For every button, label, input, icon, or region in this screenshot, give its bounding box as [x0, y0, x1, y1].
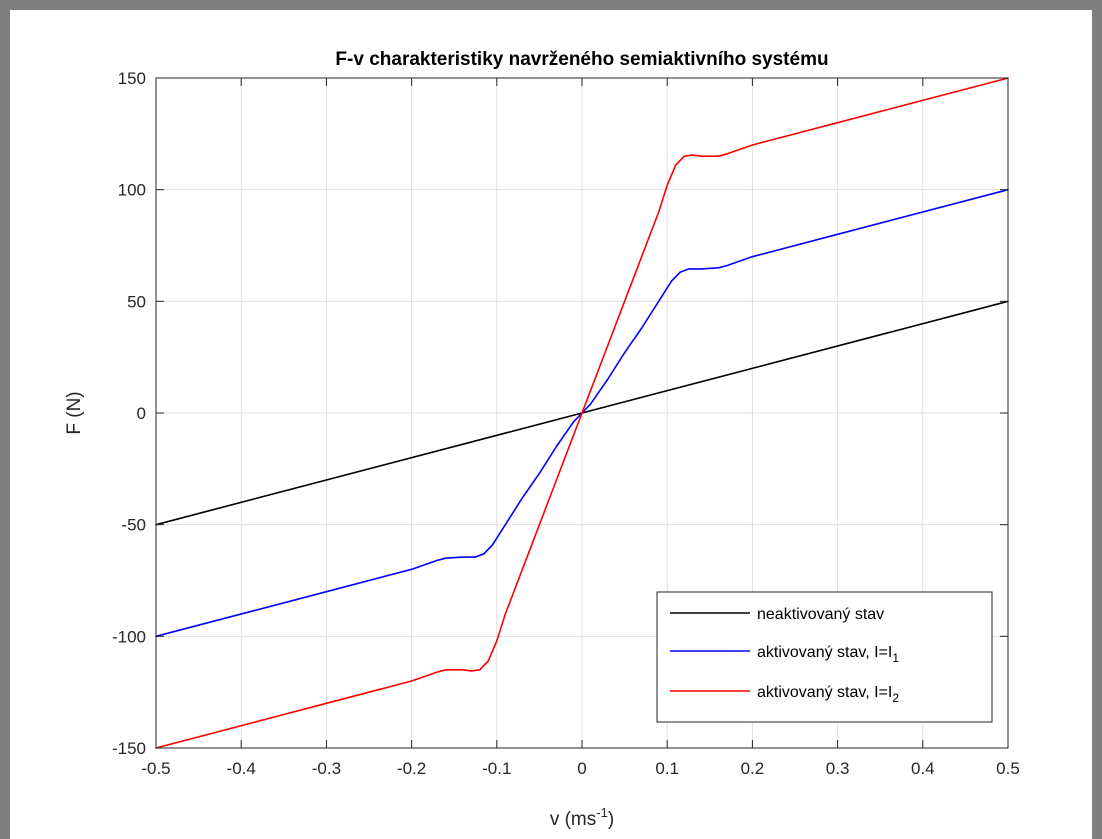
x-tick-label: -0.4 — [227, 759, 256, 778]
x-axis-label: v (ms-1) — [550, 805, 614, 830]
legend-label-neaktivovany-text: neaktivovaný stav — [757, 606, 884, 623]
legend-label-aktivovany-i2-sub: 2 — [892, 691, 899, 705]
y-axis-label: F (N) — [64, 391, 85, 434]
legend-label-aktivovany-i2-text: aktivovaný stav, I=I — [757, 684, 892, 701]
chart-title: F-v charakteristiky navrženého semiaktiv… — [335, 49, 828, 70]
x-tick-label: -0.1 — [482, 759, 511, 778]
x-tick-label: 0.2 — [741, 759, 765, 778]
x-axis-label-tail: ) — [608, 809, 614, 830]
y-tick-label: 100 — [118, 181, 146, 200]
legend-label-aktivovany-i2: aktivovaný stav, I=I2 — [757, 684, 899, 705]
fv-chart: -0.5 -0.4 -0.3 -0.2 -0.1 0 0.1 0.2 0.3 0.4 0.5-150… — [64, 49, 1020, 830]
y-tick-label: -50 — [121, 516, 146, 535]
x-tick-label: -0.2 — [397, 759, 426, 778]
x-tick-label: 0.3 — [826, 759, 850, 778]
x-axis-label-base: v (ms — [550, 809, 596, 830]
x-tick-label: -0.3 — [312, 759, 341, 778]
y-tick-label: 150 — [118, 69, 146, 88]
legend: neaktivovaný stav aktivovaný stav, I=I1 … — [656, 591, 993, 723]
legend-label-aktivovany-i1: aktivovaný stav, I=I1 — [757, 644, 899, 665]
series-lines — [155, 77, 1009, 749]
x-tick-label: 0.5 — [996, 759, 1020, 778]
legend-label-neaktivovany: neaktivovaný stav — [757, 606, 884, 623]
x-axis-label-exponent: -1 — [596, 805, 608, 820]
x-tick-label: 0.4 — [911, 759, 935, 778]
x-tick-label: -0.5 — [141, 759, 170, 778]
series-line-2 — [155, 77, 1009, 749]
x-tick-label: 0.1 — [655, 759, 679, 778]
y-tick-label: -150 — [112, 739, 146, 758]
y-tick-label: 50 — [127, 292, 146, 311]
x-tick-label: 0 — [577, 759, 586, 778]
axis-ticks: -0.5 -0.4 -0.3 -0.2 -0.1 0 0.1 0.2 0.3 0.4 0.5 -150… — [112, 69, 1020, 778]
y-tick-label: -100 — [112, 627, 146, 646]
figure-window: -0.5 -0.4 -0.3 -0.2 -0.1 0 0.1 0.2 0.3 0.4 0.5 -150… — [10, 10, 1092, 839]
legend-label-aktivovany-i1-text: aktivovaný stav, I=I — [757, 644, 892, 661]
y-tick-label: 0 — [137, 404, 146, 423]
legend-label-aktivovany-i1-sub: 1 — [892, 651, 899, 665]
